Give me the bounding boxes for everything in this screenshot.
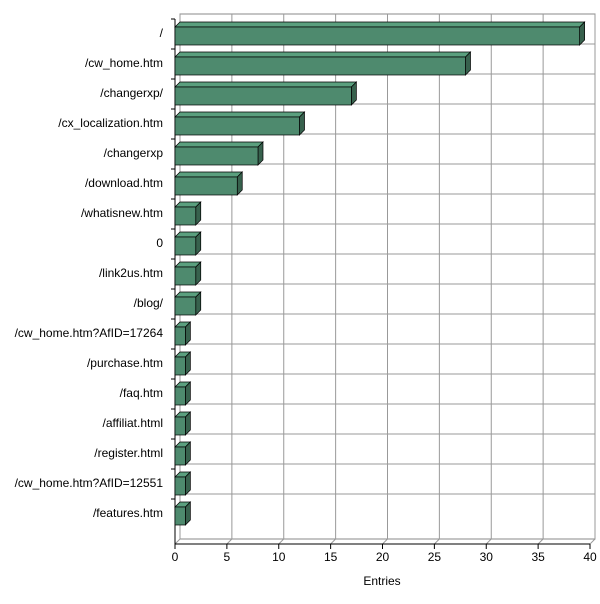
x-tick-label: 20 <box>376 550 390 564</box>
x-tick-label: 5 <box>224 550 231 564</box>
x-tick-label: 0 <box>172 550 179 564</box>
bar-top <box>174 21 586 28</box>
y-tick-label: /blog/ <box>134 296 164 310</box>
x-tick-label: 40 <box>583 550 597 564</box>
x-tick-label: 30 <box>480 550 494 564</box>
bar-top <box>174 171 244 178</box>
bar <box>174 206 197 226</box>
bar <box>174 506 186 526</box>
bar <box>174 386 186 406</box>
y-tick-label: /link2us.htm <box>99 266 163 280</box>
x-tick-label: 15 <box>324 550 338 564</box>
y-tick-label: /changerxp/ <box>100 86 163 100</box>
floor-line <box>485 538 492 545</box>
x-tick-label: 25 <box>428 550 442 564</box>
bar <box>174 86 352 106</box>
bar <box>174 116 300 136</box>
x-tick-label: 10 <box>272 550 286 564</box>
bar-top <box>174 51 472 58</box>
y-tick-label: /download.htm <box>85 176 163 190</box>
floor-line <box>589 538 596 545</box>
floor-line <box>537 538 544 545</box>
bar-top <box>174 81 358 88</box>
bar-top <box>174 141 264 148</box>
y-tick-label: /whatisnew.htm <box>81 206 163 220</box>
y-tick-label: /faq.htm <box>120 386 163 400</box>
y-tick-label: /purchase.htm <box>87 356 163 370</box>
floor-line <box>434 538 440 545</box>
y-tick-label: /cw_home.htm?AfID=17264 <box>15 326 164 340</box>
bar <box>174 56 466 76</box>
y-tick-label: / <box>160 26 164 40</box>
bar <box>174 416 186 436</box>
bar <box>174 476 186 496</box>
x-axis-label: Entries <box>363 574 400 588</box>
floor-line <box>382 538 388 545</box>
y-tick-label: 0 <box>156 236 163 250</box>
bar <box>174 236 197 256</box>
bar <box>174 356 186 376</box>
y-tick-label: /affiliat.html <box>103 416 163 430</box>
floor-line <box>174 538 181 545</box>
x-tick-label: 35 <box>531 550 545 564</box>
y-tick-label: /cw_home.htm <box>85 56 163 70</box>
bar <box>174 266 197 286</box>
floor-line <box>278 538 285 545</box>
bar <box>174 146 259 166</box>
y-tick-label: /cw_home.htm?AfID=12551 <box>15 476 164 490</box>
y-tick-label: /register.html <box>94 446 163 460</box>
bar <box>174 176 238 196</box>
bar <box>174 446 186 466</box>
bar <box>174 26 580 46</box>
floor-line <box>330 538 336 545</box>
y-tick-label: /features.htm <box>93 506 163 520</box>
y-tick-label: /cx_localization.htm <box>58 116 163 130</box>
bar-top <box>174 111 306 118</box>
y-tick-label: /changerxp <box>104 146 164 160</box>
bar <box>174 296 197 316</box>
floor-line <box>226 538 233 545</box>
bar <box>174 326 186 346</box>
